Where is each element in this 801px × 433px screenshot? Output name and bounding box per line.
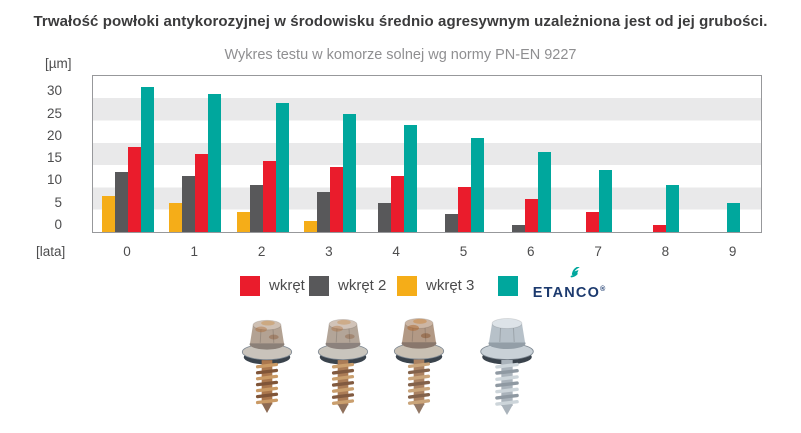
y-tick-30: 30: [46, 83, 62, 99]
bar-ETANCO-year-3: [342, 113, 356, 232]
bar-wkręt-1-year-4: [390, 176, 404, 232]
etanco-lightning-icon: [570, 267, 580, 278]
x-tick-0: 0: [123, 244, 131, 259]
bar-wkręt-3-year-3: [303, 220, 317, 232]
x-tick-3: 3: [325, 244, 333, 259]
legend-swatch: [397, 276, 417, 296]
bar-ETANCO-year-6: [538, 151, 552, 232]
bar-wkręt-1-year-3: [329, 167, 343, 232]
x-tick-6: 6: [527, 244, 535, 259]
legend-item-wkręt-3: wkręt 3: [397, 276, 474, 296]
bar-wkręt-3-year-2: [236, 211, 250, 232]
bar-ETANCO-year-2: [275, 102, 289, 232]
x-tick-9: 9: [728, 244, 737, 259]
registered-mark: ®: [600, 286, 606, 293]
bar-wkręt-1-year-6: [525, 198, 539, 232]
bar-ETANCO-year-4: [403, 125, 417, 232]
bar-ETANCO-year-5: [471, 138, 484, 232]
legend-label: wkręt 3: [426, 277, 475, 294]
y-tick-5: 5: [54, 194, 62, 210]
chart-title: Trwałość powłoki antykorozyjnej w środow…: [33, 13, 768, 30]
x-tick-5: 5: [459, 244, 468, 259]
screw-photo-1: [236, 314, 298, 414]
x-tick-8: 8: [661, 244, 670, 259]
legend-item-ETANCO: [498, 276, 518, 296]
bar-ETANCO-year-0: [141, 87, 154, 232]
bar-wkręt-2-year-3: [316, 191, 330, 232]
bar-wkręt-1-year-1: [195, 154, 209, 232]
x-tick-7: 7: [594, 244, 602, 259]
y-axis-unit-label: [µm]: [45, 56, 72, 71]
etanco-wordmark: ETANCO®: [527, 282, 611, 301]
legend-item-wkręt-1: wkręt 1: [240, 276, 317, 296]
screw-photo-4: [474, 312, 540, 416]
bar-wkręt-2-year-6: [512, 225, 526, 232]
legend-label: wkręt 1: [269, 277, 318, 294]
bar-ETANCO-year-9: [727, 203, 741, 232]
bar-wkręt-2-year-5: [445, 214, 458, 232]
y-tick-0: 0: [54, 217, 62, 232]
bar-wkręt-2-year-0: [115, 171, 128, 232]
legend-swatch: [309, 276, 329, 296]
legend-item-wkręt-2: wkręt 2: [309, 276, 386, 296]
y-tick-25: 25: [46, 105, 62, 121]
bar-wkręt-3-year-0: [102, 196, 115, 232]
etanco-logo: ETANCO®: [527, 267, 611, 301]
x-tick-1: 1: [190, 244, 199, 259]
y-tick-15: 15: [46, 150, 62, 166]
bar-wkręt-1-year-0: [128, 147, 141, 232]
y-tick-20: 20: [46, 127, 62, 143]
bar-ETANCO-year-1: [208, 93, 222, 232]
bar-wkręt-2-year-4: [377, 203, 391, 232]
bar-ETANCO-year-7: [599, 169, 613, 232]
etanco-name: ETANCO: [532, 284, 601, 301]
bar-wkręt-3-year-1: [169, 203, 183, 232]
legend-swatch: [498, 276, 518, 296]
bar-wkręt-1-year-8: [653, 225, 667, 232]
bar-ETANCO-year-8: [666, 185, 680, 232]
x-tick-4: 4: [392, 244, 400, 259]
plot-area: [92, 75, 762, 233]
x-tick-2: 2: [257, 244, 266, 259]
x-axis-unit-label: [lata]: [36, 244, 66, 259]
screw-photo-3: [388, 312, 450, 415]
screw-photo-2: [312, 313, 374, 415]
bar-wkręt-2-year-1: [182, 176, 196, 232]
legend-label: wkręt 2: [338, 277, 387, 294]
bar-wkręt-1-year-5: [458, 187, 471, 232]
bar-wkręt-1-year-2: [262, 160, 276, 232]
bar-wkręt-1-year-7: [586, 211, 600, 232]
chart-subtitle: Wykres testu w komorze solnej wg normy P…: [224, 47, 577, 63]
y-tick-10: 10: [46, 172, 62, 188]
legend-swatch: [240, 276, 260, 296]
bar-wkręt-2-year-2: [249, 185, 263, 232]
